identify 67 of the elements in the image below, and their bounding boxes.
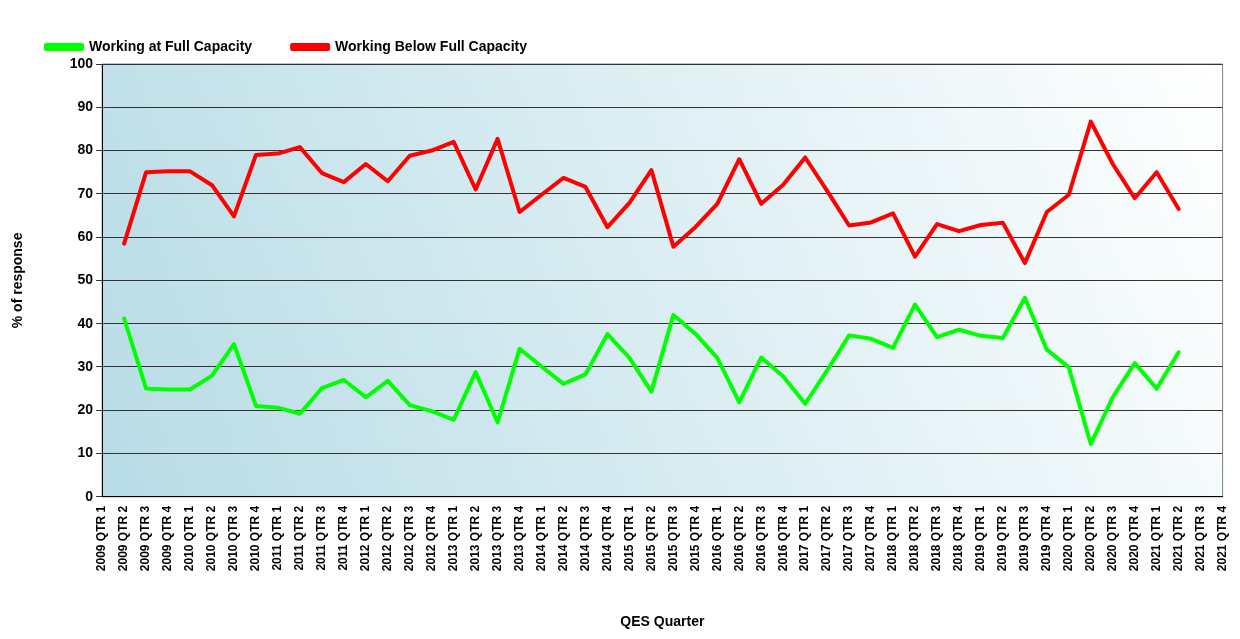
- x-tick-label: 2020 QTR 4: [1127, 505, 1142, 572]
- x-tick-label: 2014 QTR 2: [555, 505, 570, 572]
- x-tick-label: 2019 QTR 1: [973, 505, 988, 572]
- x-tick-label: 2012 QTR 3: [402, 505, 417, 572]
- x-tick-label: 2013 QTR 1: [445, 505, 460, 572]
- x-tick-label: 2018 QTR 4: [951, 505, 966, 572]
- legend-label: Working Below Full Capacity: [335, 37, 528, 54]
- x-tick-label: 2011 QTR 1: [270, 505, 285, 571]
- x-tick-label: 2014 QTR 1: [533, 505, 548, 572]
- x-tick-label: 2009 QTR 1: [94, 505, 109, 572]
- y-tick-label: 50: [77, 271, 94, 288]
- x-tick-label: 2009 QTR 2: [116, 505, 131, 572]
- x-tick-label: 2011 QTR 3: [314, 505, 329, 571]
- x-tick-label: 2015 QTR 1: [621, 505, 636, 572]
- x-tick-label: 2010 QTR 1: [182, 505, 197, 572]
- x-tick-label: 2013 QTR 2: [467, 505, 482, 572]
- x-tick-label: 2009 QTR 3: [138, 505, 153, 572]
- y-axis-title: % of response: [9, 232, 26, 329]
- x-tick-label: 2018 QTR 2: [907, 505, 922, 572]
- y-tick-label: 90: [77, 98, 94, 115]
- x-tick-label: 2010 QTR 4: [248, 505, 263, 572]
- x-tick-label: 2015 QTR 3: [665, 505, 680, 572]
- x-tick-label: 2011 QTR 2: [292, 505, 307, 571]
- x-tick-label: 2015 QTR 2: [643, 505, 658, 572]
- x-tick-label: 2009 QTR 4: [160, 505, 175, 572]
- y-tick-label: 30: [77, 357, 94, 374]
- x-tick-label: 2019 QTR 4: [1039, 505, 1054, 572]
- x-tick-label: 2013 QTR 3: [489, 505, 504, 572]
- x-tick-label: 2021 QTR 4: [1214, 505, 1229, 572]
- y-tick-label: 80: [77, 141, 94, 158]
- x-tick-label: 2010 QTR 3: [226, 505, 241, 572]
- x-tick-label: 2013 QTR 4: [511, 505, 526, 572]
- x-tick-label: 2012 QTR 2: [380, 505, 395, 572]
- y-tick-label: 100: [69, 54, 94, 71]
- x-tick-label: 2016 QTR 1: [709, 505, 724, 572]
- x-tick-label: 2017 QTR 4: [863, 505, 878, 572]
- x-tick-label: 2014 QTR 4: [599, 505, 614, 572]
- x-tick-label: 2012 QTR 1: [358, 505, 373, 572]
- y-tick-label: 70: [77, 184, 94, 201]
- legend-label: Working at Full Capacity: [89, 37, 253, 54]
- x-tick-label: 2017 QTR 3: [841, 505, 856, 572]
- x-tick-label: 2020 QTR 1: [1061, 505, 1076, 572]
- x-tick-label: 2019 QTR 3: [1017, 505, 1032, 572]
- x-tick-label: 2010 QTR 2: [204, 505, 219, 572]
- y-tick-label: 40: [77, 314, 94, 331]
- x-tick-label: 2017 QTR 1: [797, 505, 812, 572]
- x-tick-label: 2021 QTR 3: [1192, 505, 1207, 572]
- x-tick-label: 2016 QTR 2: [731, 505, 746, 572]
- x-tick-label: 2015 QTR 4: [687, 505, 702, 572]
- x-tick-label: 2011 QTR 4: [336, 505, 351, 571]
- x-tick-label: 2017 QTR 2: [819, 505, 834, 572]
- x-tick-label: 2018 QTR 3: [929, 505, 944, 572]
- x-tick-label: 2014 QTR 3: [577, 505, 592, 572]
- y-tick-label: 0: [85, 487, 94, 504]
- y-tick-label: 10: [77, 444, 94, 461]
- y-tick-label: 60: [77, 227, 94, 244]
- x-tick-label: 2021 QTR 1: [1149, 505, 1163, 572]
- y-tick-label: 20: [77, 401, 94, 418]
- x-tick-label: 2020 QTR 2: [1083, 505, 1098, 572]
- x-tick-label: 2019 QTR 2: [995, 505, 1010, 572]
- x-tick-label: 2018 QTR 1: [885, 505, 900, 572]
- x-tick-label: 2016 QTR 4: [775, 505, 790, 572]
- x-tick-label: 2012 QTR 4: [424, 505, 439, 572]
- x-tick-label: 2021 QTR 2: [1170, 505, 1185, 572]
- x-axis-title: QES Quarter: [620, 613, 705, 630]
- x-tick-label: 2020 QTR 3: [1105, 505, 1120, 572]
- x-tick-label: 2016 QTR 3: [753, 505, 768, 572]
